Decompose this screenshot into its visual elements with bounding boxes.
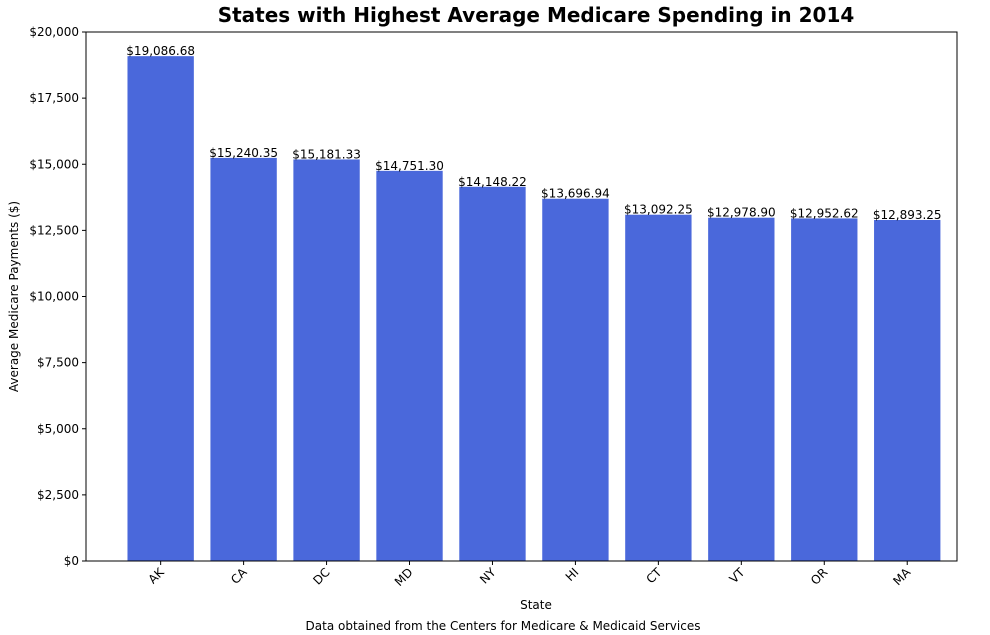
bar-value-label: $14,751.30 <box>375 159 444 173</box>
bar-value-label: $14,148.22 <box>458 175 527 189</box>
bar-value-label: $13,092.25 <box>624 203 693 217</box>
x-tick-label: DC <box>310 565 332 587</box>
x-tick-label: OR <box>808 565 830 587</box>
bar-or <box>791 218 858 561</box>
y-tick-label: $10,000 <box>29 290 79 304</box>
y-tick-label: $12,500 <box>29 223 79 237</box>
bar-ny <box>459 186 526 561</box>
bar-value-label: $15,240.35 <box>209 146 278 160</box>
y-axis: $0 $2,500 $5,000 $7,500 $10,000 $12,500 $15,00… <box>29 25 86 568</box>
y-tick-label: $5,000 <box>37 422 79 436</box>
bar-md <box>376 170 443 561</box>
bar-value-label: $19,086.68 <box>126 44 195 58</box>
x-axis: AK CA DC MD NY HI CT VT OR MA <box>146 561 914 589</box>
bar-value-label: $12,893.25 <box>873 208 942 222</box>
x-tick-label: HI <box>563 565 582 584</box>
chart-title: States with Highest Average Medicare Spe… <box>218 3 855 27</box>
y-tick-label: $20,000 <box>29 25 79 39</box>
y-tick-label: $2,500 <box>37 488 79 502</box>
bar-ct <box>625 214 692 561</box>
x-tick-label: CA <box>228 565 250 587</box>
x-tick-label: AK <box>146 564 168 586</box>
bar-ca <box>210 157 277 561</box>
bar-value-label: $12,978.90 <box>707 206 776 220</box>
x-tick-label: MD <box>392 565 416 589</box>
bar-value-label: $15,181.33 <box>292 147 361 161</box>
y-tick-label: $7,500 <box>37 356 79 370</box>
x-tick-label: VT <box>727 565 748 586</box>
y-tick-label: $15,000 <box>29 157 79 171</box>
bar-value-label: $12,952.62 <box>790 206 859 220</box>
bar-vt <box>708 217 775 561</box>
x-axis-label: State <box>520 598 552 612</box>
bar-dc <box>293 159 360 561</box>
bar-hi <box>542 198 609 561</box>
bar-value-label: $13,696.94 <box>541 187 610 201</box>
y-axis-label: Average Medicare Payments ($) <box>7 201 21 392</box>
source-caption: Data obtained from the Centers for Medic… <box>306 619 701 633</box>
y-tick-label: $0 <box>64 554 79 568</box>
x-tick-label: CT <box>643 565 664 586</box>
bar-value-labels: $19,086.68 $15,240.35 $15,181.33 $14,751.30… <box>126 44 941 222</box>
bar-ma <box>874 219 941 561</box>
x-tick-label: NY <box>477 565 499 587</box>
y-tick-label: $17,500 <box>29 91 79 105</box>
plot-frame <box>85 31 958 562</box>
bars-group <box>127 56 941 561</box>
x-tick-label: MA <box>890 565 914 589</box>
bar-ak <box>127 56 194 561</box>
